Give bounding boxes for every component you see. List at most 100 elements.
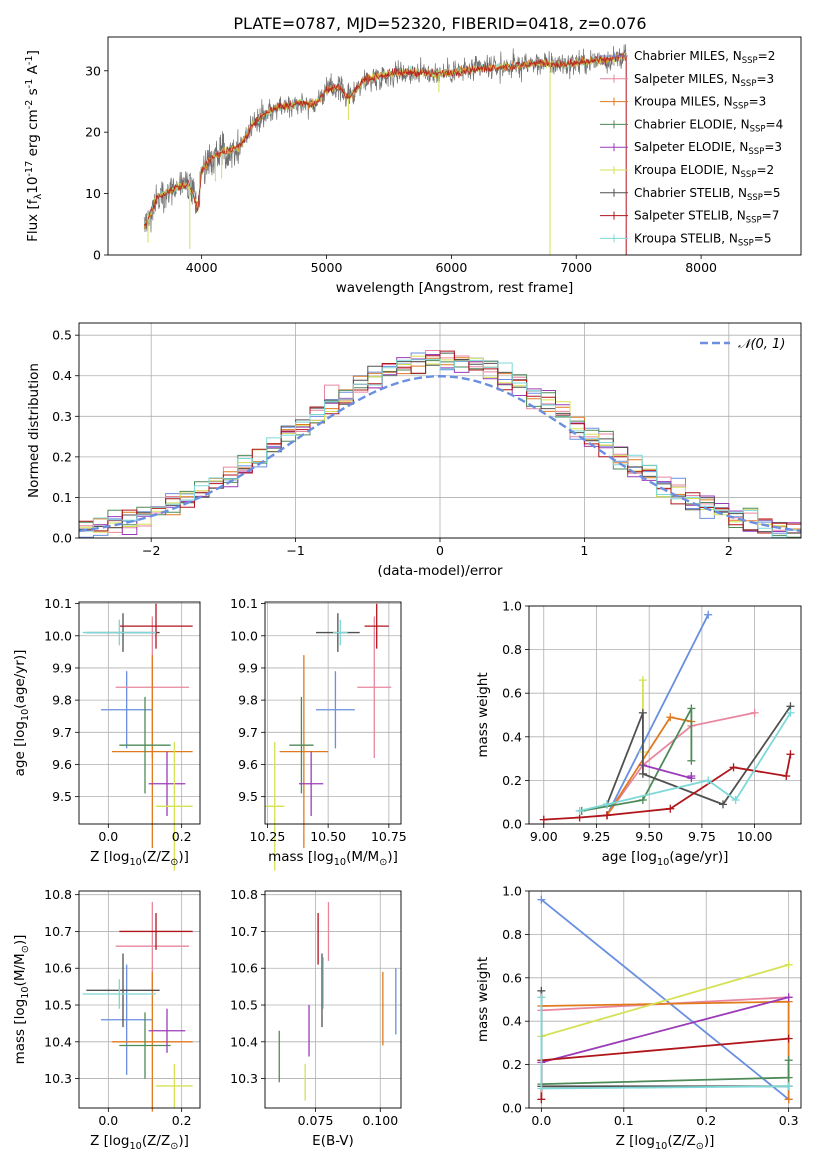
legend: 𝒩(0, 1) — [700, 337, 785, 352]
x-tick-label: 10.50 — [310, 829, 346, 844]
errorbar-c_miles — [101, 964, 153, 1075]
x-tick-label: 9.75 — [688, 829, 716, 844]
x-tick-label: 0.2 — [172, 1113, 192, 1128]
legend-label-2: Kroupa MILES, NSSP=3 — [634, 95, 766, 112]
panel-weight_vs_age: 9.00 9.25 9.50 9.75 10.000.00.20.40.60.81.0a… — [475, 599, 802, 868]
y-tick-label: 10.7 — [44, 924, 72, 939]
x-axis-label: mass [log10​(M/M⊙​)] — [268, 849, 398, 868]
y-tick-label: 10.0 — [230, 628, 258, 643]
plot-area-weight_vs_age — [539, 610, 795, 824]
y-tick-label: 0.6 — [502, 686, 522, 701]
errorbar-s_elodie — [148, 1008, 186, 1053]
series-line — [606, 711, 755, 816]
overlay-mass_vs_Z: Z [log10​(Z/Z⊙​)] mass [log10​(M/M⊙​)] — [12, 890, 201, 1152]
series-k_elodie — [537, 960, 793, 1041]
x-axis-label: E(B-V) — [312, 1133, 354, 1149]
x-tick-label: 0.0 — [531, 1113, 551, 1128]
series-line — [541, 963, 789, 1038]
panel-mass_vs_ebv: 0.075 0.100 10.3 10.4 10.5 10.6 10.7 10.8 E(B-V) — [230, 887, 402, 1149]
y-tick-label: 0.0 — [52, 531, 72, 546]
y-tick-label: 10.3 — [44, 1071, 72, 1086]
x-tick-label: 10.00 — [737, 829, 773, 844]
y-tick-label: 0.4 — [502, 1014, 522, 1029]
overlay-weight_vs_Z: Z [log10​(Z/Z⊙​)] mass weight — [475, 890, 802, 1152]
x-tick-label: 0.3 — [779, 1113, 799, 1128]
x-tick-label: 6000 — [435, 260, 467, 275]
x-tick-label: 2 — [725, 543, 733, 558]
errorbar-k_miles — [112, 971, 193, 1112]
y-tick-label: 10.4 — [230, 1034, 258, 1049]
errorbar-c_elodie — [119, 696, 171, 794]
panel-weight_vs_Z: 0.00.10.20.30.00.20.40.60.81.0Z [log10​(… — [475, 884, 802, 1152]
series-line — [581, 708, 693, 812]
errorbar-k_miles — [279, 655, 329, 849]
x-tick-label: 0.0 — [98, 829, 118, 844]
observed-spectrum — [143, 44, 627, 233]
x-tick-label: 0 — [436, 543, 444, 558]
legend-label-5: Kroupa ELODIE, NSSP=2 — [634, 163, 774, 180]
series-c_stelib — [603, 702, 795, 809]
y-tick-label: 0.2 — [52, 449, 72, 464]
y-tick-label: 9.8 — [238, 693, 258, 708]
y-tick-label: 0.4 — [52, 368, 72, 383]
series-s_stelib — [537, 1034, 793, 1104]
y-tick-label: 10.4 — [44, 1034, 72, 1049]
y-axis-label: mass weight — [475, 672, 491, 757]
errorbar-k_miles — [112, 655, 193, 849]
overlay-residuals: (data-model)/error Normed distribution 𝒩(0… — [26, 322, 802, 579]
legend: Chabrier MILES, NSSP=2 Salpeter MILES, NS… — [600, 49, 783, 248]
y-tick-label: 0.5 — [52, 328, 72, 343]
plot-area-spectrum — [143, 44, 627, 255]
y-tick-label: 10.3 — [230, 1071, 258, 1086]
y-tick-label: 9.6 — [52, 757, 72, 772]
legend-label-8: Kroupa STELIB, NSSP=5 — [634, 231, 772, 248]
x-axis-label: (data-model)/error — [377, 563, 503, 579]
series-line — [540, 898, 790, 1101]
y-tick-label: 0.2 — [502, 1057, 522, 1072]
series-line — [541, 1000, 790, 1100]
y-tick-label: 9.7 — [52, 725, 72, 740]
y-tick-label: 0.4 — [502, 729, 522, 744]
y-tick-label: 9.5 — [238, 789, 258, 804]
legend-label-1: Salpeter MILES, NSSP=3 — [634, 72, 774, 89]
y-tick-label: 1.0 — [502, 884, 522, 899]
legend-label: 𝒩(0, 1) — [738, 337, 785, 352]
panel-residuals: −2 −1 0 1 20.00.10.20.30.40.5(data-model)/er… — [26, 322, 802, 579]
series-line — [606, 614, 710, 816]
y-tick-label: 10.5 — [230, 998, 258, 1013]
errorbar-k_elodie — [156, 741, 193, 871]
y-tick-label: 9.8 — [52, 693, 72, 708]
series-line — [540, 997, 789, 1090]
axes-frame — [78, 601, 201, 825]
series-k_stelib — [575, 708, 795, 815]
histogram-k_stelib — [79, 358, 801, 538]
overlay-weight_vs_age: age [log10​(age/yr)] mass weight — [475, 605, 802, 868]
errorbar-s_stelib — [364, 603, 389, 649]
errorbar-s_elodie — [148, 751, 186, 816]
y-tick-label: 0.3 — [52, 409, 72, 424]
y-tick-label: 10.6 — [230, 961, 258, 976]
series-s_elodie — [638, 761, 696, 783]
y-tick-label: 10.8 — [230, 887, 258, 902]
plot-area-age_vs_Z — [82, 603, 193, 871]
y-tick-label: 30 — [85, 63, 101, 78]
x-tick-label: 4000 — [186, 260, 218, 275]
plot-area-residuals — [78, 350, 802, 538]
x-tick-label: 8000 — [685, 260, 717, 275]
axes-frame — [78, 322, 802, 539]
y-axis-label: age [log10​(age/yr)] — [12, 650, 31, 777]
y-tick-label: 10.0 — [44, 628, 72, 643]
axes-frame — [78, 890, 201, 1109]
x-tick-label: 0.100 — [362, 1113, 398, 1128]
overlay-age_vs_mass: mass [log10​(M/M⊙​)] — [264, 601, 402, 868]
series-k_stelib — [537, 993, 793, 1093]
x-tick-label: 0.075 — [298, 1113, 334, 1128]
y-axis-label: mass [log10​(M/M⊙​)] — [12, 935, 31, 1065]
y-tick-label: 0.8 — [502, 642, 522, 657]
y-tick-label: 9.9 — [52, 660, 72, 675]
spectrum-lines — [143, 44, 627, 255]
overlay-spectrum: wavelength [Angstrom, rest frame] Flux [f… — [24, 36, 802, 296]
plot-area-mass_vs_Z — [82, 902, 193, 1112]
y-tick-label: 9.6 — [238, 757, 258, 772]
y-tick-label: 9.9 — [238, 660, 258, 675]
